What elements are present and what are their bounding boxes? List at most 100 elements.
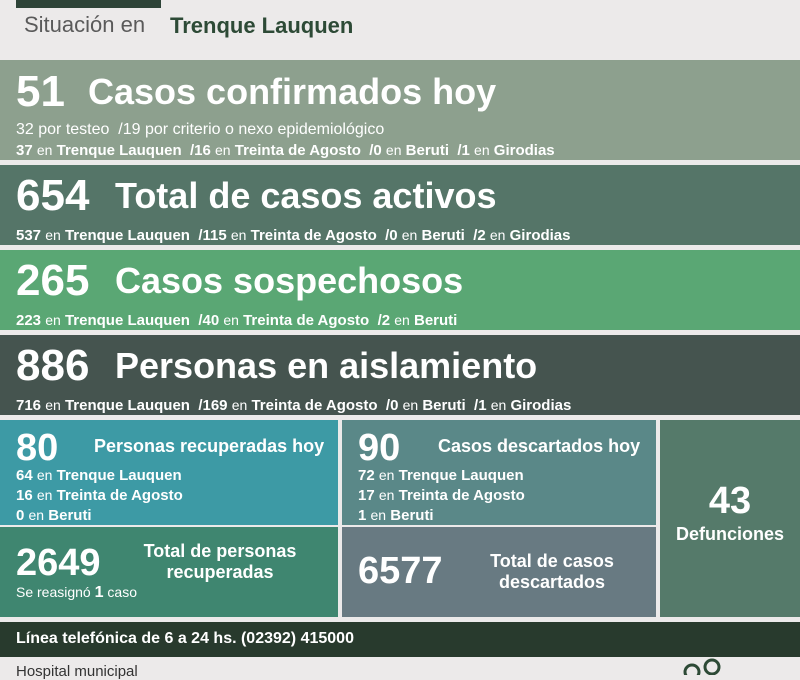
discarded-today-number: 90 xyxy=(358,427,401,469)
phone-strip: Línea telefónica de 6 a 24 hs. (02392) 4… xyxy=(0,622,800,657)
loc-name: Trenque Lauquen xyxy=(398,467,524,484)
active-title: Total de casos activos xyxy=(115,175,497,216)
confirmed-title: Casos confirmados hoy xyxy=(88,71,497,112)
loc-count: /1 xyxy=(474,397,487,414)
loc-count: 1 xyxy=(358,507,367,524)
loc-count: 37 xyxy=(16,142,33,159)
note-text: Se reasignó xyxy=(16,584,91,600)
loc-name: Beruti xyxy=(414,312,458,329)
discarded-total-panel: 6577 Total de casos descartados xyxy=(342,527,656,617)
loc-name: Treinta de Agosto xyxy=(251,397,378,414)
criteria-count: /19 xyxy=(118,121,141,138)
loc-count: 16 xyxy=(16,487,33,504)
isolation-location-line: 716 en Trenque Lauquen /169 en Treinta d… xyxy=(16,396,571,415)
active-number: 654 xyxy=(16,171,90,220)
active-cases-panel: 654 Total de casos activos 537 en Trenqu… xyxy=(0,165,800,245)
title-line: Total de personas xyxy=(143,541,297,561)
title-line: recuperadas xyxy=(166,562,274,582)
discarded-total-number: 6577 xyxy=(358,550,443,592)
loc-name: Beruti xyxy=(390,507,434,524)
discarded-location-line: 1 en Beruti xyxy=(358,506,434,525)
note-count: 1 xyxy=(94,584,104,601)
loc-name: Trenque Lauquen xyxy=(56,142,182,159)
deaths-number: 43 xyxy=(708,480,752,522)
loc-count: 0 xyxy=(16,507,25,524)
recovered-location-line: 16 en Treinta de Agosto xyxy=(16,486,183,505)
recovered-total-title: Total de personas recuperadas xyxy=(130,541,310,583)
discarded-today-panel: 90 Casos descartados hoy 72 en Trenque L… xyxy=(342,420,656,525)
loc-count: /2 xyxy=(473,227,486,244)
recovered-today-panel: 80 Personas recuperadas hoy 64 en Trenqu… xyxy=(0,420,338,525)
loc-name: Treinta de Agosto xyxy=(398,487,525,504)
loc-name: Beruti xyxy=(421,227,465,244)
loc-count: /169 xyxy=(198,397,228,414)
en: en xyxy=(215,142,231,158)
en: en xyxy=(490,397,507,413)
en: en xyxy=(394,312,410,328)
discarded-today-title: Casos descartados hoy xyxy=(438,436,641,456)
phone-text: Línea telefónica de 6 a 24 hs. (02392) 4… xyxy=(16,630,354,647)
discarded-total-title: Total de casos descartados xyxy=(462,551,642,593)
loc-name: Treinta de Agosto xyxy=(234,142,361,159)
suspected-title: Casos sospechosos xyxy=(115,260,464,301)
footer: Hospital municipal xyxy=(0,658,800,680)
en: en xyxy=(474,142,490,158)
confirmed-location-line: 37 en Trenque Lauquen /16 en Treinta de … xyxy=(16,141,555,160)
en: en xyxy=(231,397,248,413)
loc-name: Trenque Lauquen xyxy=(64,397,190,414)
en: en xyxy=(45,227,61,243)
loc-name: Treinta de Agosto xyxy=(250,227,377,244)
confirmed-cases-panel: 51 Casos confirmados hoy 32 por testeo /… xyxy=(0,60,800,160)
recovered-total-panel: 2649 Total de personas recuperadas Se re… xyxy=(0,527,338,617)
reassigned-note: Se reasignó 1 caso xyxy=(16,583,137,602)
en: en xyxy=(36,467,53,483)
loc-count: /40 xyxy=(198,312,220,329)
en: en xyxy=(36,487,53,503)
loc-count: /0 xyxy=(385,227,398,244)
logo-icon xyxy=(683,658,721,675)
en: en xyxy=(223,312,239,328)
discarded-location-line: 17 en Treinta de Agosto xyxy=(358,486,525,505)
active-location-line: 537 en Trenque Lauquen /115 en Treinta d… xyxy=(16,226,571,245)
en: en xyxy=(378,487,395,503)
loc-count: /2 xyxy=(377,312,391,329)
en: en xyxy=(378,467,395,483)
recovered-today-number: 80 xyxy=(16,427,59,469)
en: en xyxy=(28,507,45,523)
loc-count: 223 xyxy=(16,312,42,329)
isolation-panel: 886 Personas en aislamiento 716 en Trenq… xyxy=(0,335,800,415)
en: en xyxy=(385,142,402,158)
header-prefix: Situación en xyxy=(24,12,146,37)
loc-count: 64 xyxy=(16,467,33,484)
isolation-title: Personas en aislamiento xyxy=(115,345,538,386)
header-location: Trenque Lauquen xyxy=(170,13,354,38)
suspected-number: 265 xyxy=(16,256,90,305)
en: en xyxy=(489,227,506,243)
loc-count: 17 xyxy=(358,487,375,504)
loc-count: 716 xyxy=(16,397,42,414)
testing-count: 32 xyxy=(16,121,34,138)
recovered-today-title: Personas recuperadas hoy xyxy=(94,436,325,456)
loc-name: Beruti xyxy=(48,507,92,524)
top-accent-bar xyxy=(16,0,161,8)
deaths-label: Defunciones xyxy=(675,524,785,544)
deaths-panel: 43 Defunciones xyxy=(660,420,800,617)
loc-name: Treinta de Agosto xyxy=(243,312,370,329)
loc-count: /1 xyxy=(457,142,470,159)
loc-name: Beruti xyxy=(405,142,449,159)
loc-name: Girodias xyxy=(509,227,571,244)
loc-name: Trenque Lauquen xyxy=(56,467,182,484)
loc-count: /16 xyxy=(189,142,211,159)
loc-count: 537 xyxy=(16,227,42,244)
testing-label: por testeo xyxy=(33,121,110,138)
discarded-location-line: 72 en Trenque Lauquen xyxy=(358,466,524,485)
title-line: Total de casos xyxy=(490,551,614,571)
loc-name: Trenque Lauquen xyxy=(64,312,190,329)
en: en xyxy=(45,312,61,328)
recovered-location-line: 64 en Trenque Lauquen xyxy=(16,466,182,485)
recovered-total-number: 2649 xyxy=(16,542,101,584)
loc-count: /115 xyxy=(198,227,227,244)
loc-count: /0 xyxy=(369,142,382,159)
en: en xyxy=(401,227,418,243)
en: en xyxy=(230,227,247,243)
